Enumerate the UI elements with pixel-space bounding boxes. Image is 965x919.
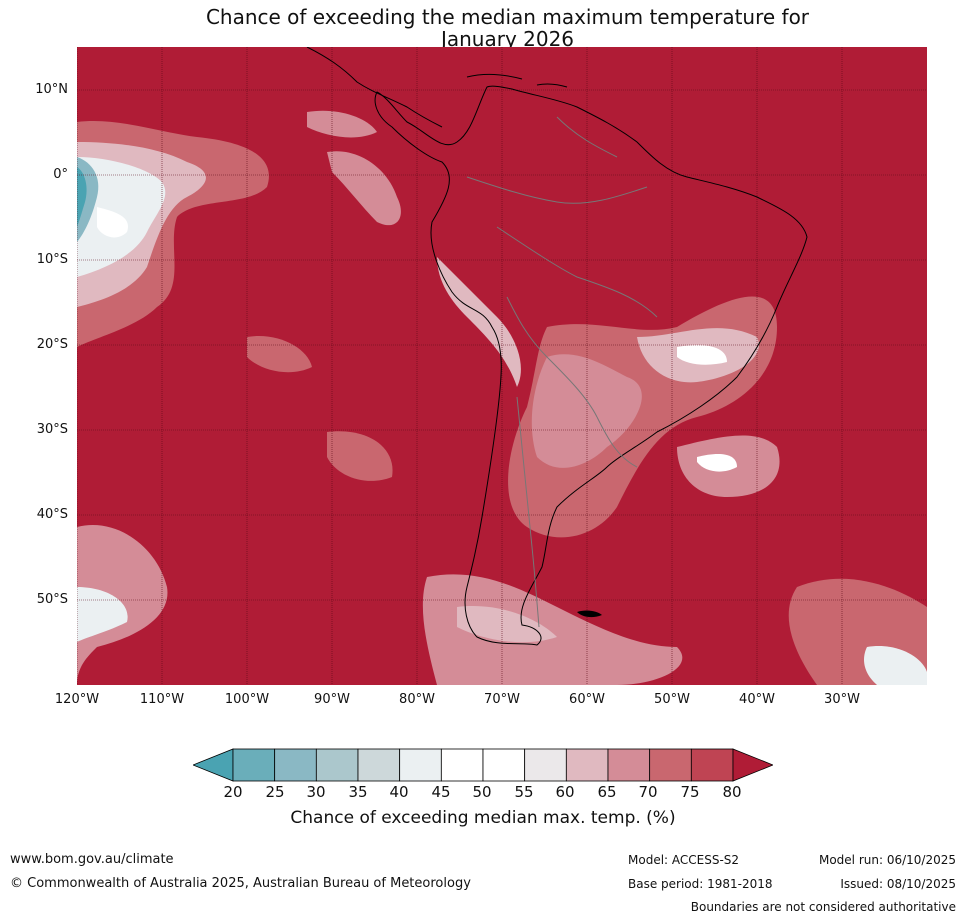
lon-label-50W: 50°W — [654, 692, 690, 707]
lon-label-60W: 60°W — [569, 692, 605, 707]
colorbar-cell — [565, 748, 609, 782]
lat-label-10N: 10°N — [35, 82, 68, 97]
colorbar-label: Chance of exceeding median max. temp. (%… — [290, 808, 676, 828]
colorbar — [193, 748, 773, 782]
lon-label-40W: 40°W — [739, 692, 775, 707]
footer-disclaimer: Boundaries are not considered authoritat… — [690, 900, 956, 914]
map-svg — [77, 47, 927, 685]
colorbar-cell — [357, 748, 401, 782]
lat-label-40S: 40°S — [36, 507, 68, 522]
footer-model-run: Model run: 06/10/2025 — [818, 853, 956, 867]
footer-base-period: Base period: 1981-2018 — [628, 877, 773, 891]
map-title-line1: Chance of exceeding the median maximum t… — [205, 5, 810, 29]
lat-label-20S: 20°S — [36, 337, 68, 352]
probability-map — [77, 47, 927, 685]
colorbar-cell — [232, 748, 276, 782]
colorbar-tick-65: 65 — [597, 783, 617, 801]
colorbar-cell — [482, 748, 526, 782]
lon-label-70W: 70°W — [484, 692, 520, 707]
colorbar-cell — [649, 748, 692, 782]
colorbar-tick-20: 20 — [223, 783, 243, 801]
colorbar-cell — [399, 748, 442, 782]
graticule — [77, 47, 927, 685]
footer-issued: Issued: 08/10/2025 — [840, 877, 956, 891]
probability-contours — [77, 110, 927, 685]
colorbar-tick-50: 50 — [472, 783, 492, 801]
lat-label-30S: 30°S — [36, 422, 68, 437]
colorbar-cell — [690, 748, 734, 782]
colorbar-tick-45: 45 — [431, 783, 451, 801]
falkland-islands — [577, 610, 602, 618]
colorbar-cell — [607, 748, 651, 782]
central-america-coastline — [306, 47, 443, 128]
colorbar-cell — [315, 748, 359, 782]
lat-label-50S: 50°S — [36, 592, 68, 607]
colorbar-tick-80: 80 — [722, 783, 742, 801]
colorbar-tick-70: 70 — [638, 783, 658, 801]
colorbar-cell — [440, 748, 484, 782]
lat-label-10S: 10°S — [36, 252, 68, 267]
colorbar-tick-60: 60 — [555, 783, 575, 801]
colorbar-cells — [193, 748, 773, 782]
colorbar-tick-55: 55 — [514, 783, 534, 801]
map-title-line2: January 2026 — [440, 27, 575, 51]
lon-label-80W: 80°W — [399, 692, 435, 707]
lon-label-100W: 100°W — [224, 692, 270, 707]
footer-website: www.bom.gov.au/climate — [10, 852, 174, 867]
south-america-coastline — [374, 85, 808, 646]
colorbar-tick-35: 35 — [348, 783, 368, 801]
colorbar-cell — [274, 748, 317, 782]
colorbar-tick-25: 25 — [265, 783, 285, 801]
lon-label-120W: 120°W — [54, 692, 100, 707]
footer-model: Model: ACCESS-S2 — [628, 853, 740, 867]
footer-copyright: © Commonwealth of Australia 2025, Austra… — [10, 876, 471, 891]
colorbar-high-extend — [732, 748, 773, 782]
lon-label-90W: 90°W — [314, 692, 350, 707]
lat-label-0: 0° — [53, 167, 68, 182]
colorbar-tick-75: 75 — [680, 783, 700, 801]
colorbar-tick-40: 40 — [389, 783, 409, 801]
colorbar-cell — [524, 748, 567, 782]
lon-label-30W: 30°W — [824, 692, 860, 707]
lon-label-110W: 110°W — [139, 692, 185, 707]
caribbean-islands — [466, 73, 568, 88]
colorbar-tick-30: 30 — [306, 783, 326, 801]
colorbar-low-extend — [193, 748, 234, 782]
country-boundaries — [466, 116, 658, 628]
